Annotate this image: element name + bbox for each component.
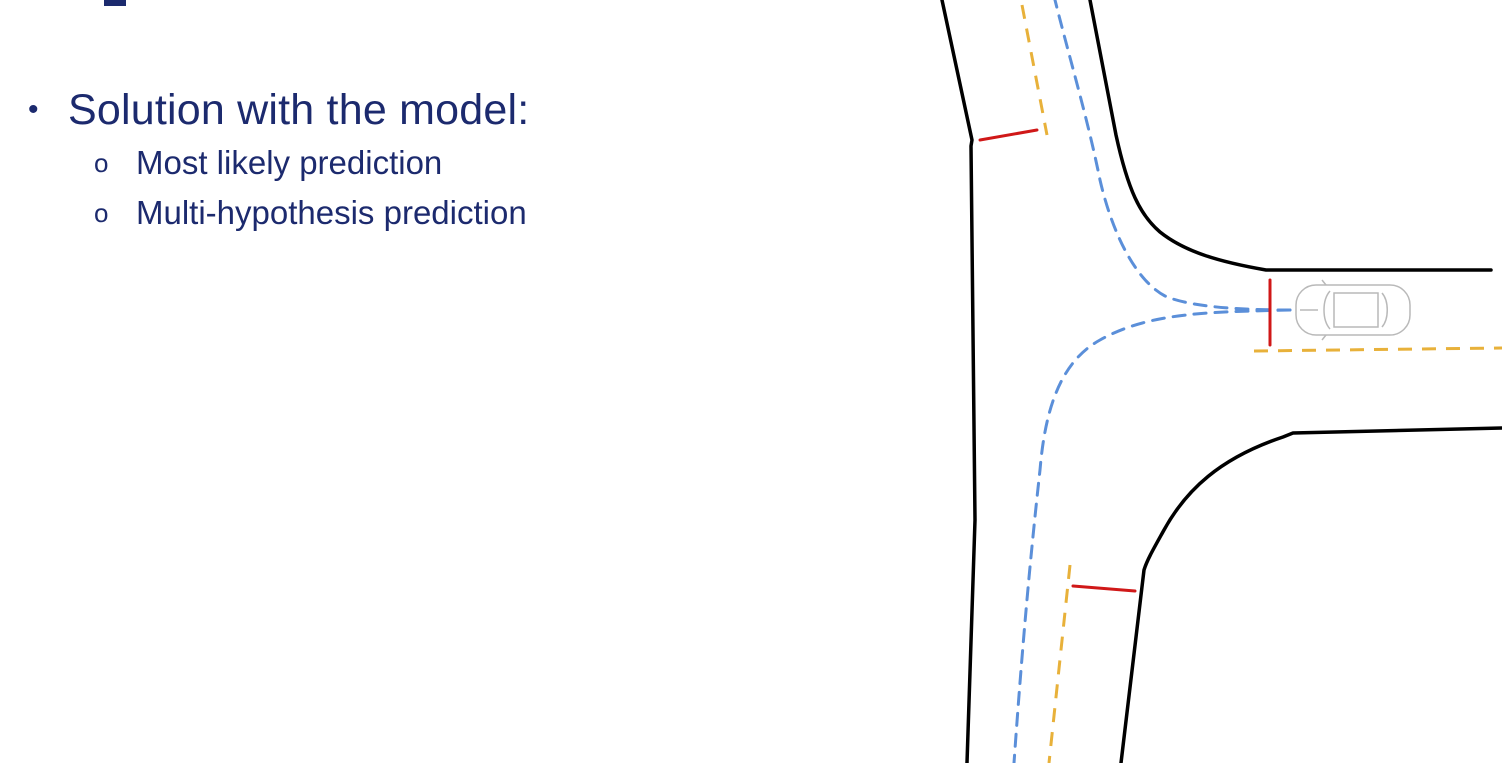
sub-item-text: Multi-hypothesis prediction [136, 194, 527, 231]
bullet-item: • Solution with the model: [22, 80, 662, 140]
bullet-marker: • [28, 93, 39, 126]
stop-line-north [978, 128, 1039, 142]
predicted-path-right-turn [1012, 308, 1292, 763]
sub-marker: o [94, 148, 109, 178]
lane-marking-east [1253, 346, 1502, 353]
car-rear-window [1381, 292, 1388, 328]
lane-marking-south [1047, 564, 1072, 763]
sub-marker: o [94, 198, 109, 228]
bullet-text: Solution with the model: [68, 85, 530, 134]
stop-lines [978, 128, 1272, 593]
lane-marking-north [1020, 4, 1049, 136]
car-mirror-bottom [1321, 334, 1327, 341]
predicted-path-left-turn [1053, 0, 1292, 312]
road-edge-south-east [1119, 426, 1502, 763]
car-roof [1333, 292, 1379, 328]
car-windshield [1323, 290, 1331, 330]
road-edges [940, 0, 1502, 763]
lane-markings [1020, 4, 1502, 763]
title-fragment [104, 0, 126, 6]
predicted-paths [1012, 0, 1292, 763]
bullet-list: • Solution with the model: o Most likely… [22, 80, 662, 238]
sub-item-most-likely: o Most likely prediction [94, 138, 662, 188]
sub-item-multi-hypothesis: o Multi-hypothesis prediction [94, 188, 662, 238]
stop-line-south [1071, 584, 1137, 593]
road-edge-north-west [940, 0, 977, 763]
car-body [1295, 284, 1411, 336]
car-top-view-icon [1295, 279, 1411, 341]
road-edge-north-east [1088, 0, 1493, 272]
car-mirror-top [1321, 279, 1327, 286]
sub-list: o Most likely prediction o Multi-hypothe… [94, 138, 662, 238]
sub-item-text: Most likely prediction [136, 144, 443, 181]
